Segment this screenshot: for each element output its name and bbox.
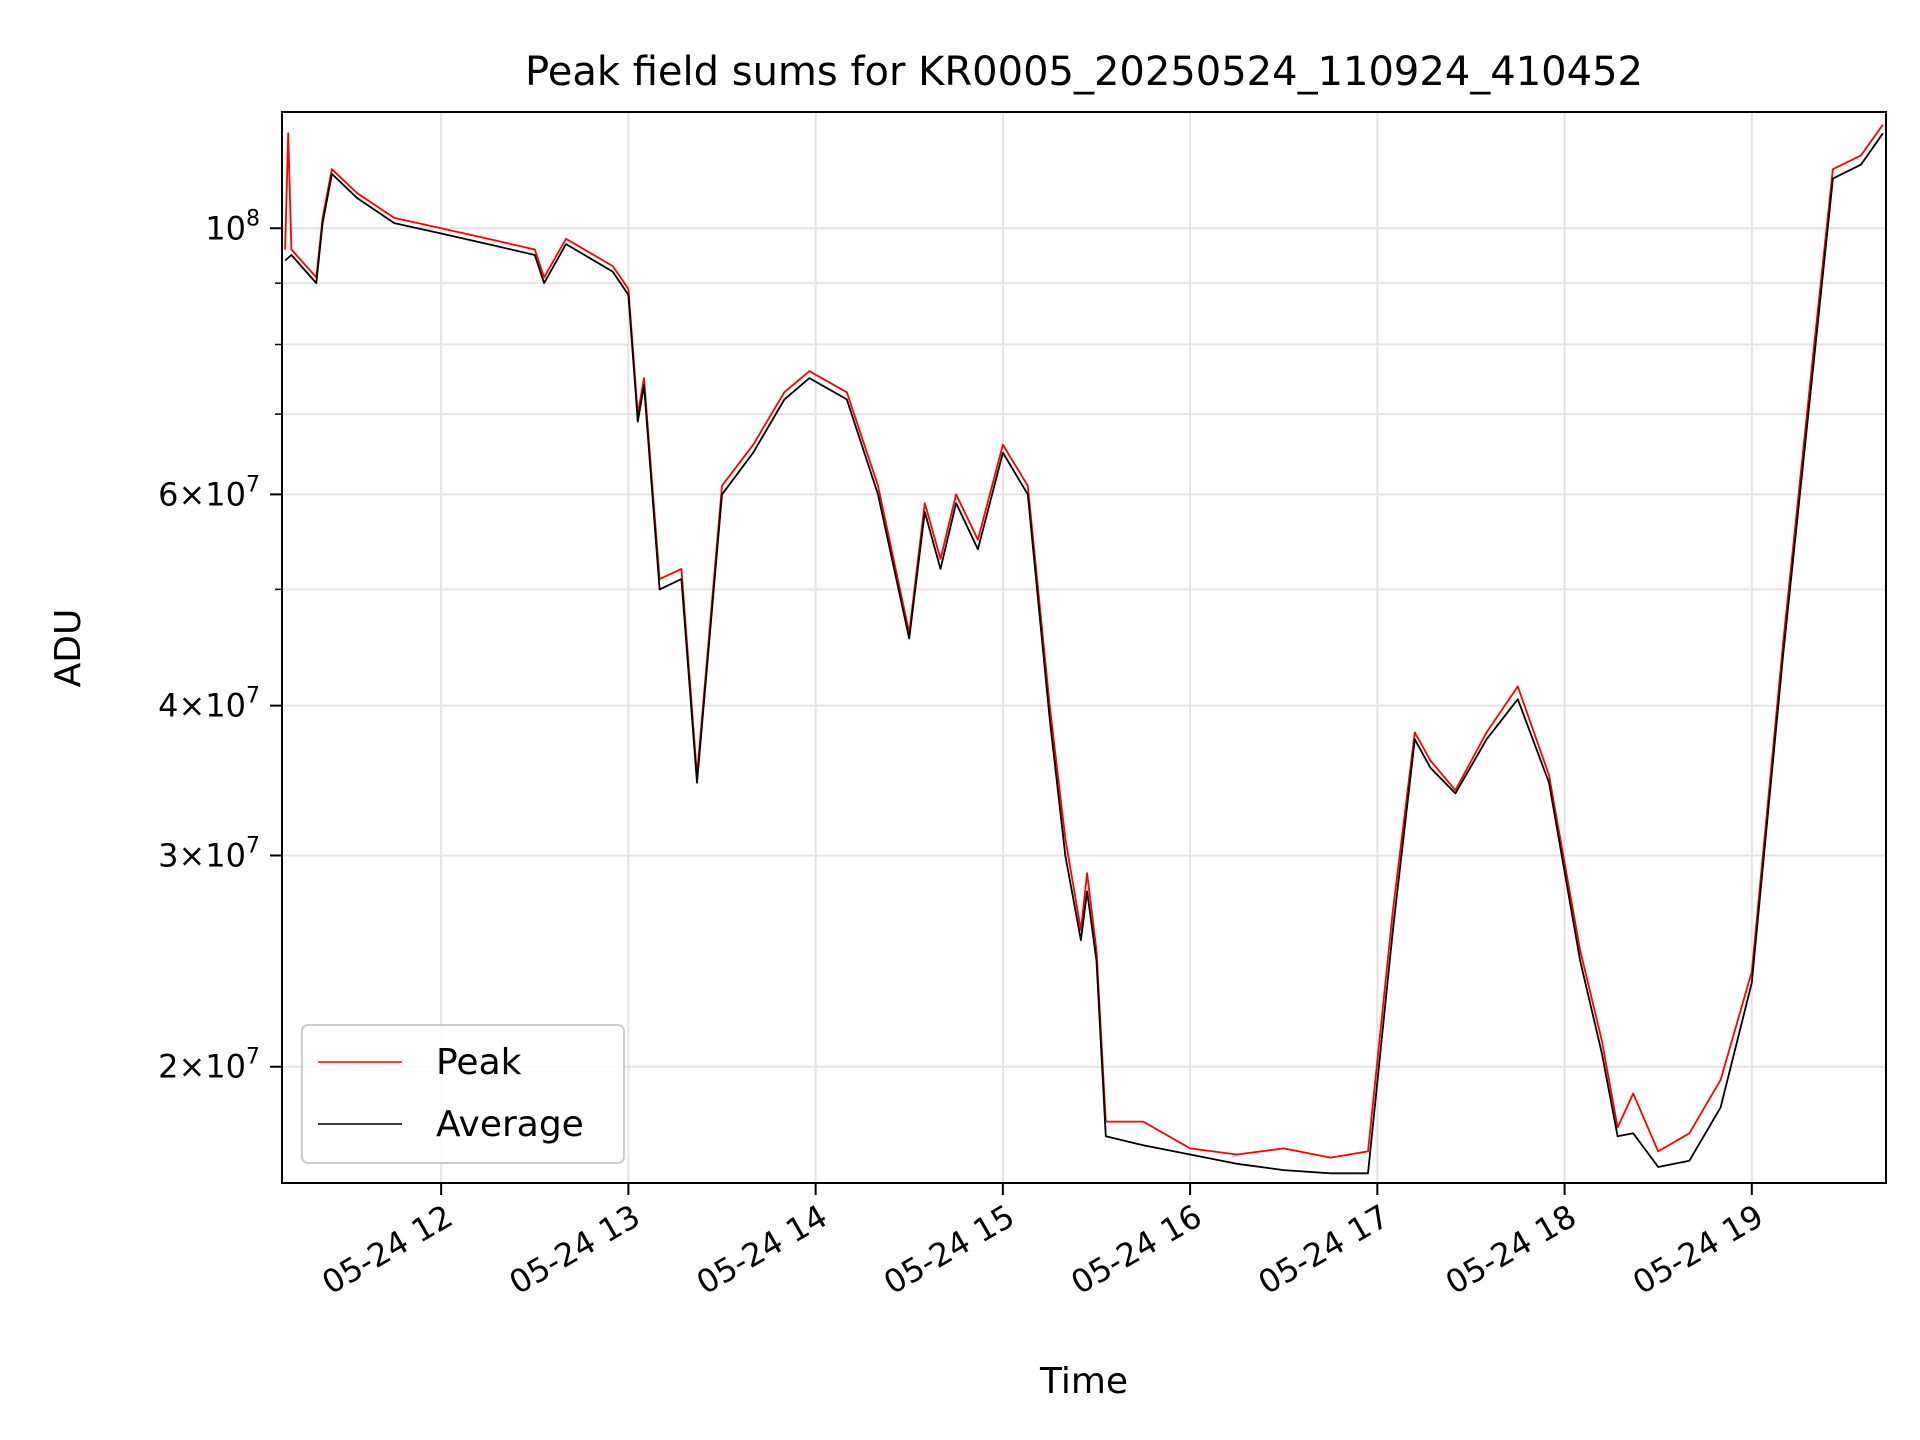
y-tick-base: 10	[205, 209, 246, 247]
series-layer	[284, 124, 1884, 1175]
legend-peak-label: Peak	[436, 1042, 522, 1083]
series-line-average	[284, 132, 1884, 1175]
y-tick-label: 3×107	[158, 834, 260, 875]
y-tick-exponent: 7	[246, 684, 260, 709]
y-tick-label: 4×107	[158, 684, 260, 725]
y-tick-label: 2×107	[158, 1045, 260, 1086]
y-tick-label: 108	[205, 206, 260, 247]
y-tick-base: 3×10	[158, 837, 246, 875]
y-tick-exponent: 7	[246, 1045, 260, 1070]
legend-average-label: Average	[436, 1104, 584, 1145]
x-axis-label: Time	[1039, 1361, 1128, 1402]
series-line-peak	[284, 124, 1884, 1159]
y-tick-base: 4×10	[158, 687, 246, 725]
y-axis-label: ADU	[48, 609, 89, 688]
plot-frame	[281, 111, 1887, 1184]
y-tick-label: 6×107	[158, 472, 260, 513]
y-tick-exponent: 7	[246, 834, 260, 859]
y-tick-base: 2×10	[158, 1048, 246, 1086]
legend: Peak Average	[301, 1024, 625, 1164]
legend-box	[301, 1024, 625, 1164]
y-tick-base: 6×10	[158, 475, 246, 513]
y-tick-exponent: 7	[246, 472, 260, 497]
y-tick-exponent: 8	[246, 206, 260, 231]
chart-title: Peak field sums for KR0005_20250524_1109…	[525, 49, 1643, 95]
